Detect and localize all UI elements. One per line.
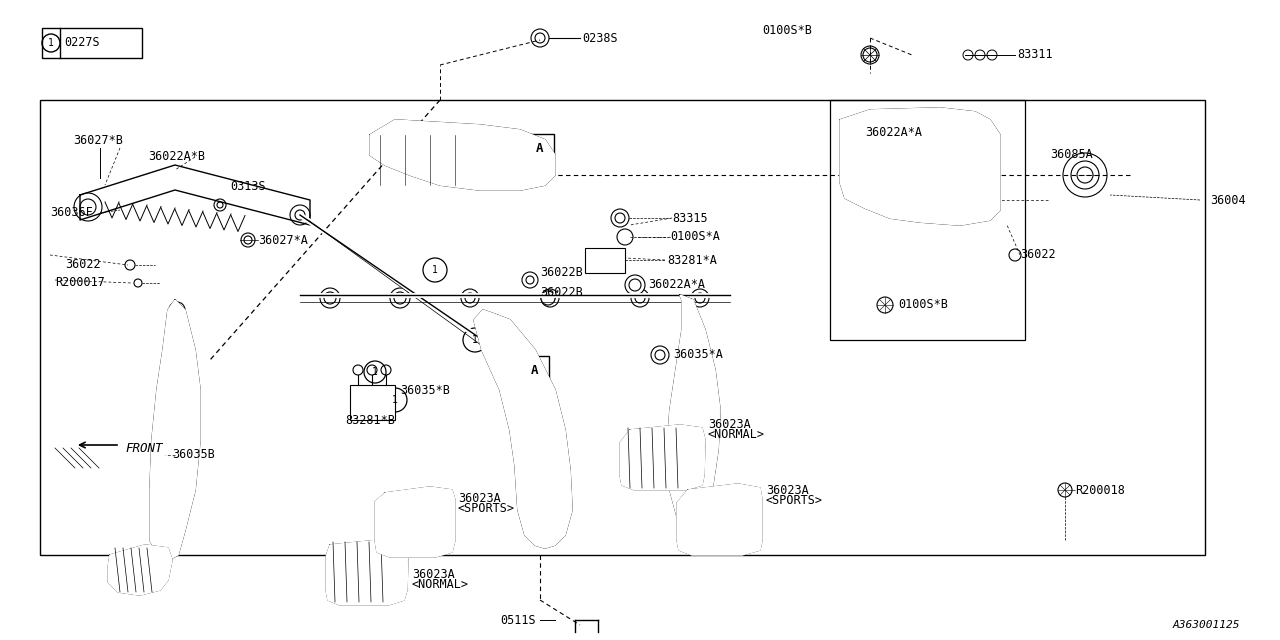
Text: 36022A*B: 36022A*B [148, 150, 205, 163]
Bar [42, 28, 142, 58]
Circle shape [541, 291, 556, 305]
Text: 36085A: 36085A [1050, 148, 1093, 161]
Circle shape [877, 297, 893, 313]
Bar [349, 385, 396, 420]
Circle shape [214, 199, 227, 211]
Polygon shape [370, 120, 556, 190]
Polygon shape [108, 545, 172, 595]
Circle shape [1062, 153, 1107, 197]
Circle shape [892, 167, 908, 183]
Text: 36036F: 36036F [50, 207, 92, 220]
Text: 36035*A: 36035*A [673, 349, 723, 362]
Text: 1: 1 [49, 38, 54, 48]
Circle shape [353, 365, 364, 375]
Circle shape [321, 289, 339, 307]
Text: A: A [531, 364, 539, 376]
Circle shape [241, 233, 255, 247]
Text: <SPORTS>: <SPORTS> [765, 493, 823, 506]
Polygon shape [620, 425, 705, 490]
Circle shape [390, 289, 410, 307]
Text: 36023A: 36023A [708, 419, 751, 431]
Text: 36023A: 36023A [765, 483, 809, 497]
Circle shape [522, 272, 538, 288]
Text: 36022B: 36022B [540, 285, 582, 298]
Text: 83311: 83311 [1018, 49, 1052, 61]
Circle shape [691, 289, 709, 307]
Circle shape [870, 136, 890, 154]
Text: 36022A*A: 36022A*A [648, 278, 705, 291]
Polygon shape [326, 540, 408, 605]
Bar [521, 356, 549, 384]
Text: 83315: 83315 [672, 211, 708, 225]
Polygon shape [79, 165, 310, 225]
Circle shape [652, 346, 669, 364]
Text: 36023A: 36023A [458, 492, 500, 504]
Circle shape [134, 279, 142, 287]
Text: 36022B: 36022B [540, 266, 582, 278]
Circle shape [925, 128, 945, 148]
Text: <SPORTS>: <SPORTS> [458, 502, 515, 515]
Text: 0511S: 0511S [500, 614, 535, 627]
Text: 36035*B: 36035*B [399, 383, 449, 397]
Text: FRONT: FRONT [125, 442, 163, 454]
Circle shape [367, 365, 378, 375]
Text: 0313S: 0313S [230, 180, 266, 193]
Circle shape [626, 276, 644, 294]
Text: 0227S: 0227S [64, 36, 100, 49]
Polygon shape [677, 484, 762, 555]
Polygon shape [150, 300, 200, 560]
Circle shape [946, 159, 964, 177]
Bar [585, 248, 625, 273]
Text: 0238S: 0238S [582, 31, 618, 45]
Text: <NORMAL>: <NORMAL> [708, 429, 765, 442]
Text: R200018: R200018 [1075, 483, 1125, 497]
Text: 36004: 36004 [1210, 193, 1245, 207]
Circle shape [512, 147, 529, 163]
Text: 1: 1 [472, 335, 477, 345]
Circle shape [625, 275, 645, 295]
Text: 36022: 36022 [65, 259, 101, 271]
Text: <NORMAL>: <NORMAL> [412, 579, 468, 591]
Polygon shape [667, 295, 719, 530]
Circle shape [320, 288, 340, 308]
Text: 1: 1 [372, 367, 378, 377]
Text: 1: 1 [433, 265, 438, 275]
Text: A: A [536, 141, 544, 154]
Circle shape [611, 209, 628, 227]
Text: 1: 1 [392, 395, 398, 405]
Text: R200017: R200017 [55, 276, 105, 289]
Text: 36027*A: 36027*A [259, 234, 308, 246]
Circle shape [390, 288, 410, 308]
Text: 36023A: 36023A [412, 568, 454, 582]
Circle shape [541, 289, 559, 307]
Text: 36022A*A: 36022A*A [865, 127, 922, 140]
Circle shape [631, 289, 649, 307]
Circle shape [74, 193, 102, 221]
Bar [829, 100, 1025, 340]
Circle shape [381, 365, 390, 375]
Text: 36022: 36022 [1020, 248, 1056, 262]
Bar [526, 134, 554, 162]
Text: A363001125: A363001125 [1172, 620, 1240, 630]
Text: 83281*B: 83281*B [346, 413, 394, 426]
Text: 36035B: 36035B [172, 449, 215, 461]
Circle shape [893, 193, 908, 207]
Text: 36027*B: 36027*B [73, 134, 123, 147]
Circle shape [291, 205, 310, 225]
Polygon shape [474, 310, 572, 548]
Circle shape [169, 302, 186, 318]
Circle shape [402, 147, 419, 163]
Circle shape [125, 260, 134, 270]
Polygon shape [375, 487, 454, 557]
Text: 0100S*B: 0100S*B [762, 24, 812, 36]
Polygon shape [840, 108, 1000, 225]
Text: 0100S*B: 0100S*B [899, 298, 948, 312]
Circle shape [461, 289, 479, 307]
Bar [40, 100, 1204, 555]
Text: 0100S*A: 0100S*A [669, 230, 719, 243]
Text: 83281*A: 83281*A [667, 253, 717, 266]
